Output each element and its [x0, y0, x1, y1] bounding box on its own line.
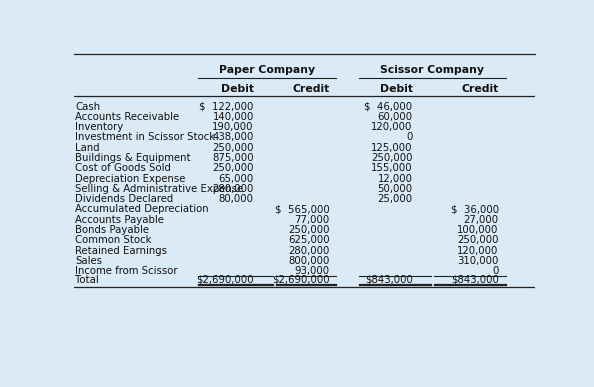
Text: $  565,000: $ 565,000: [275, 204, 330, 214]
Text: 625,000: 625,000: [288, 235, 330, 245]
Text: 250,000: 250,000: [371, 153, 413, 163]
Text: 50,000: 50,000: [377, 184, 413, 194]
Text: Debit: Debit: [221, 84, 254, 94]
Text: Paper Company: Paper Company: [219, 65, 315, 75]
Text: Total: Total: [75, 274, 99, 284]
Text: 875,000: 875,000: [212, 153, 254, 163]
Text: 25,000: 25,000: [377, 194, 413, 204]
Text: Debit: Debit: [380, 84, 413, 94]
Text: Inventory: Inventory: [75, 122, 124, 132]
Text: Investment in Scissor Stock: Investment in Scissor Stock: [75, 132, 215, 142]
Text: $  46,000: $ 46,000: [365, 102, 413, 111]
Text: 12,000: 12,000: [378, 174, 413, 183]
Text: Land: Land: [75, 143, 100, 153]
Text: $  122,000: $ 122,000: [200, 102, 254, 111]
Text: $2,690,000: $2,690,000: [272, 274, 330, 284]
Text: 0: 0: [406, 132, 413, 142]
Text: 140,000: 140,000: [213, 112, 254, 122]
Text: 190,000: 190,000: [212, 122, 254, 132]
Text: Cash: Cash: [75, 102, 100, 111]
Text: $843,000: $843,000: [451, 274, 499, 284]
Text: Dividends Declared: Dividends Declared: [75, 194, 173, 204]
Text: Cost of Goods Sold: Cost of Goods Sold: [75, 163, 171, 173]
Text: 80,000: 80,000: [219, 194, 254, 204]
Text: Scissor Company: Scissor Company: [380, 65, 484, 75]
Text: 125,000: 125,000: [371, 143, 413, 153]
Text: 250,000: 250,000: [288, 225, 330, 235]
Text: Sales: Sales: [75, 256, 102, 266]
Text: Buildings & Equipment: Buildings & Equipment: [75, 153, 191, 163]
Text: Selling & Administrative Expense: Selling & Administrative Expense: [75, 184, 244, 194]
Text: Retained Earnings: Retained Earnings: [75, 246, 167, 255]
Text: 438,000: 438,000: [213, 132, 254, 142]
Text: 0: 0: [492, 266, 499, 276]
Text: 800,000: 800,000: [288, 256, 330, 266]
Text: 250,000: 250,000: [212, 143, 254, 153]
Text: 60,000: 60,000: [377, 112, 413, 122]
Text: 280,000: 280,000: [213, 184, 254, 194]
Text: 77,000: 77,000: [295, 215, 330, 225]
Text: 250,000: 250,000: [212, 163, 254, 173]
Text: 120,000: 120,000: [457, 246, 499, 255]
Text: 27,000: 27,000: [463, 215, 499, 225]
Text: Accounts Payable: Accounts Payable: [75, 215, 164, 225]
Text: $  36,000: $ 36,000: [451, 204, 499, 214]
Text: Income from Scissor: Income from Scissor: [75, 266, 178, 276]
Text: Credit: Credit: [462, 84, 499, 94]
Text: $2,690,000: $2,690,000: [196, 274, 254, 284]
Text: 93,000: 93,000: [295, 266, 330, 276]
Text: 250,000: 250,000: [457, 235, 499, 245]
Text: 280,000: 280,000: [288, 246, 330, 255]
Text: 100,000: 100,000: [457, 225, 499, 235]
Text: $843,000: $843,000: [365, 274, 413, 284]
Text: 155,000: 155,000: [371, 163, 413, 173]
Text: 120,000: 120,000: [371, 122, 413, 132]
Text: Accounts Receivable: Accounts Receivable: [75, 112, 179, 122]
Text: 310,000: 310,000: [457, 256, 499, 266]
Text: 65,000: 65,000: [219, 174, 254, 183]
Text: Depreciation Expense: Depreciation Expense: [75, 174, 185, 183]
Text: Credit: Credit: [292, 84, 330, 94]
Text: Common Stock: Common Stock: [75, 235, 151, 245]
Text: Bonds Payable: Bonds Payable: [75, 225, 149, 235]
Text: Accumulated Depreciation: Accumulated Depreciation: [75, 204, 209, 214]
